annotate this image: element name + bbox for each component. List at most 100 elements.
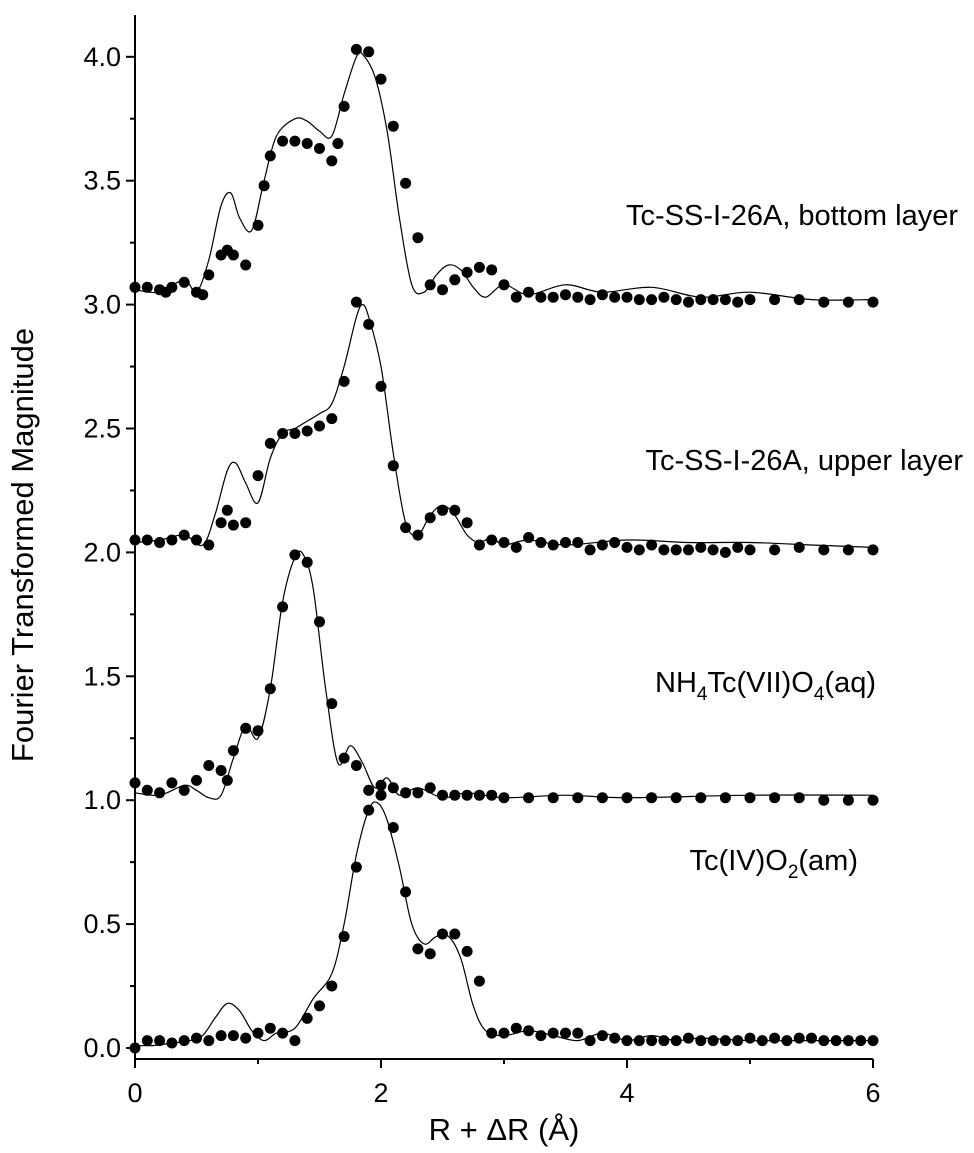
- data-point: [523, 286, 535, 298]
- data-point: [363, 318, 375, 330]
- data-point: [473, 261, 485, 273]
- data-point: [523, 1025, 535, 1037]
- data-point: [633, 294, 645, 306]
- data-point: [141, 534, 153, 546]
- data-point: [350, 43, 362, 55]
- data-point: [227, 519, 239, 531]
- data-point: [584, 294, 596, 306]
- y-tick-label: 1.5: [83, 661, 121, 691]
- data-point: [437, 504, 448, 516]
- data-point: [744, 792, 756, 804]
- data-point: [535, 291, 547, 303]
- data-point: [412, 232, 424, 244]
- data-point: [424, 279, 436, 291]
- fit-line-0: [134, 801, 873, 1047]
- data-point: [338, 752, 350, 764]
- data-point: [375, 73, 387, 85]
- label-text: Tc(VII)O: [708, 667, 814, 699]
- data-point: [289, 135, 301, 147]
- y-tick-label: 0.0: [83, 1033, 121, 1063]
- data-point: [277, 135, 289, 147]
- data-point: [510, 1022, 522, 1034]
- data-point: [449, 789, 461, 801]
- label-text: Tc-SS-I-26A, upper layer: [645, 445, 963, 477]
- data-point: [154, 787, 166, 799]
- y-tick-label: 3.5: [83, 166, 121, 196]
- data-point: [744, 544, 756, 556]
- data-point: [793, 294, 805, 306]
- data-point: [215, 765, 227, 776]
- data-point: [240, 722, 252, 734]
- data-point: [719, 792, 731, 804]
- data-point: [387, 460, 399, 472]
- data-point: [806, 1032, 817, 1044]
- data-point: [424, 948, 436, 960]
- data-point: [227, 249, 239, 261]
- data-point: [461, 266, 473, 278]
- data-point: [621, 792, 633, 804]
- label-text: (aq): [824, 667, 876, 699]
- label-text: NH: [655, 667, 697, 699]
- y-tick-label: 3.0: [83, 290, 121, 320]
- data-point: [719, 294, 731, 306]
- data-point: [498, 792, 510, 804]
- data-point: [793, 1032, 805, 1044]
- data-point: [707, 294, 719, 306]
- data-point: [387, 120, 399, 132]
- data-point: [375, 779, 387, 791]
- data-point: [400, 886, 412, 898]
- data-point: [658, 1035, 670, 1047]
- data-point: [670, 544, 682, 556]
- data-point: [203, 269, 215, 281]
- data-point: [338, 375, 350, 387]
- data-point: [141, 1035, 153, 1047]
- data-point: [154, 1035, 166, 1047]
- data-point: [326, 698, 338, 710]
- data-point: [547, 1027, 559, 1039]
- series-label-2: Tc-SS-I-26A, upper layer: [645, 445, 963, 477]
- data-point: [350, 760, 362, 771]
- data-point: [215, 517, 227, 529]
- data-point: [301, 425, 313, 437]
- data-point: [412, 787, 424, 799]
- data-point: [221, 504, 233, 516]
- data-point: [683, 296, 694, 308]
- data-point: [289, 549, 301, 561]
- data-point: [326, 413, 338, 425]
- data-point: [166, 534, 178, 546]
- data-point: [203, 539, 215, 551]
- data-point: [695, 1035, 707, 1047]
- data-point: [264, 1022, 276, 1034]
- series-label-1: NH4Tc(VII)O4(aq): [655, 667, 876, 705]
- data-point: [670, 792, 682, 804]
- data-point: [695, 294, 707, 306]
- data-point: [633, 544, 645, 556]
- data-point: [867, 794, 879, 806]
- data-point: [756, 1035, 768, 1047]
- data-point: [301, 138, 313, 149]
- data-point: [572, 537, 584, 548]
- data-point: [523, 532, 535, 543]
- label-text: Tc(IV)O: [690, 845, 788, 877]
- data-point: [252, 1027, 264, 1039]
- data-point: [523, 792, 535, 804]
- data-point: [510, 541, 522, 553]
- data-point: [166, 1037, 178, 1049]
- y-axis-title: Fourier Transformed Magnitude: [5, 328, 40, 762]
- x-tick-label: 6: [865, 1078, 880, 1108]
- x-tick-label: 2: [373, 1078, 388, 1108]
- data-point: [400, 787, 412, 799]
- data-point: [191, 1032, 202, 1044]
- data-point: [670, 294, 682, 306]
- data-point: [277, 428, 289, 439]
- data-point: [842, 1035, 854, 1047]
- axes: 0.0 0.5 1.0 1.5 2.0 2.5 3.0 3.5 4.0 0 2 4 6: [83, 15, 881, 1108]
- data-point: [191, 774, 202, 786]
- data-point: [818, 296, 830, 308]
- data-point: [141, 281, 153, 293]
- data-point: [301, 1012, 313, 1024]
- data-point: [695, 541, 707, 553]
- data-point: [350, 296, 362, 308]
- data-point: [178, 529, 190, 541]
- data-point: [221, 774, 233, 786]
